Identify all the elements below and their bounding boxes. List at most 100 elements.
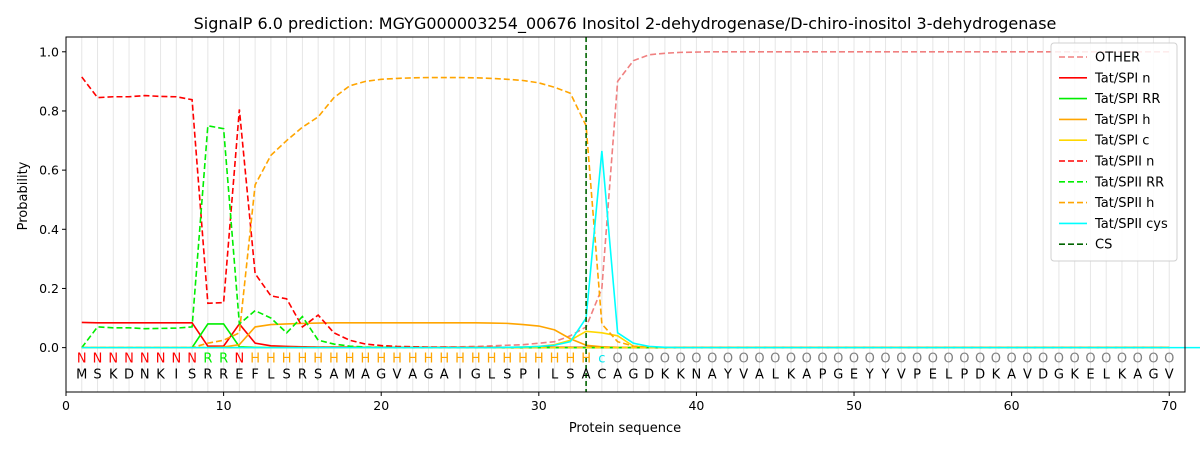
region-label: O (1054, 351, 1064, 366)
x-axis-label: Protein sequence (569, 421, 681, 436)
region-label: N (171, 351, 181, 366)
residue-letter: G (423, 368, 433, 383)
region-label: O (975, 351, 985, 366)
y-tick-label: 0.6 (39, 163, 59, 178)
residue-letter: A (329, 368, 338, 383)
region-label: O (896, 351, 906, 366)
region-label: H (361, 351, 371, 366)
residue-letter: A (802, 368, 811, 383)
legend-label: Tat/SPI c (1094, 134, 1149, 149)
residue-letter: I (458, 368, 462, 383)
residue-letter: K (992, 368, 1001, 383)
y-tick-label: 0.4 (39, 222, 59, 237)
y-tick-label: 0.8 (39, 103, 59, 118)
y-tick-label: 1.0 (39, 44, 59, 59)
region-label: H (455, 351, 465, 366)
region-label: O (1022, 351, 1032, 366)
region-label: H (392, 351, 402, 366)
region-label: H (424, 351, 434, 366)
region-label: O (928, 351, 938, 366)
region-label: O (739, 351, 749, 366)
residue-letter: A (613, 368, 622, 383)
x-tick-label: 10 (216, 398, 232, 413)
region-label: H (565, 351, 575, 366)
y-tick-label: 0.0 (39, 340, 59, 355)
residue-letter: I (174, 368, 178, 383)
series-line-other (81, 50, 1170, 349)
residue-letter: R (298, 368, 307, 383)
region-label: O (865, 351, 875, 366)
residue-letter: R (203, 368, 212, 383)
y-tick-label: 0.2 (39, 281, 59, 296)
residue-letter: L (551, 368, 559, 383)
region-label: O (1070, 351, 1080, 366)
region-label: O (1164, 351, 1174, 366)
region-label: O (628, 351, 638, 366)
series-line-tat-spii-rr (81, 124, 1170, 349)
region-label: O (691, 351, 701, 366)
residue-letter: V (393, 368, 402, 383)
residue-letter: G (1148, 368, 1158, 383)
residue-letter: D (1038, 368, 1048, 383)
residue-letter: G (833, 368, 843, 383)
region-label: H (250, 351, 260, 366)
residue-letter: S (188, 368, 196, 383)
residue-letter: S (503, 368, 511, 383)
residue-letter: A (755, 368, 764, 383)
residue-letter: V (897, 368, 906, 383)
region-label: O (849, 351, 859, 366)
region-label: N (108, 351, 118, 366)
region-label: O (912, 351, 922, 366)
residue-letter: G (471, 368, 481, 383)
x-tick-label: 40 (688, 398, 704, 413)
region-label: H (439, 351, 449, 366)
residue-letter: I (537, 368, 541, 383)
region-label: O (880, 351, 890, 366)
legend: OTHER Tat/SPI n Tat/SPI RR Tat/SPI h Tat/SPI… (1050, 42, 1178, 262)
residue-letter: P (819, 368, 827, 383)
region-label: O (660, 351, 670, 366)
residue-letter: E (235, 368, 243, 383)
residue-letter: N (692, 368, 702, 383)
residue-letter: L (488, 368, 496, 383)
region-label: O (1007, 351, 1017, 366)
region-label: H (329, 351, 339, 366)
x-tick-label: 20 (373, 398, 389, 413)
region-label: H (282, 351, 292, 366)
residue-letter: V (1023, 368, 1032, 383)
region-label: H (534, 351, 544, 366)
residue-letter: D (644, 368, 654, 383)
residue-letter: P (519, 368, 527, 383)
series-line-tat-spii-cys (81, 150, 1200, 349)
residue-letter: K (676, 368, 685, 383)
region-label: O (723, 351, 733, 366)
residue-letter: K (787, 368, 796, 383)
region-label: N (77, 351, 87, 366)
legend-label: Tat/SPI RR (1094, 92, 1160, 107)
region-label: O (786, 351, 796, 366)
residue-letter: A (708, 368, 717, 383)
residue-letter: G (628, 368, 638, 383)
region-label: N (187, 351, 197, 366)
residue-letter: A (1133, 368, 1142, 383)
legend-label: Tat/SPII RR (1094, 175, 1164, 190)
legend-label: Tat/SPI n (1094, 71, 1151, 86)
legend-label: Tat/SPI h (1094, 113, 1151, 128)
region-label: O (1101, 351, 1111, 366)
region-label: O (943, 351, 953, 366)
region-label: R (219, 351, 228, 366)
x-tick-label: 60 (1004, 398, 1020, 413)
residue-letter: Y (881, 368, 890, 383)
residue-letter: L (945, 368, 953, 383)
y-axis-ticks: 0.0 0.2 0.4 0.6 0.8 1.0 (39, 44, 66, 355)
region-label: H (298, 351, 308, 366)
region-label: O (959, 351, 969, 366)
x-tick-label: 30 (531, 398, 547, 413)
region-label: O (613, 351, 623, 366)
region-label: O (1133, 351, 1143, 366)
region-label: H (581, 351, 591, 366)
residue-letter: M (344, 368, 355, 383)
region-label: O (754, 351, 764, 366)
residue-letter: P (960, 368, 968, 383)
